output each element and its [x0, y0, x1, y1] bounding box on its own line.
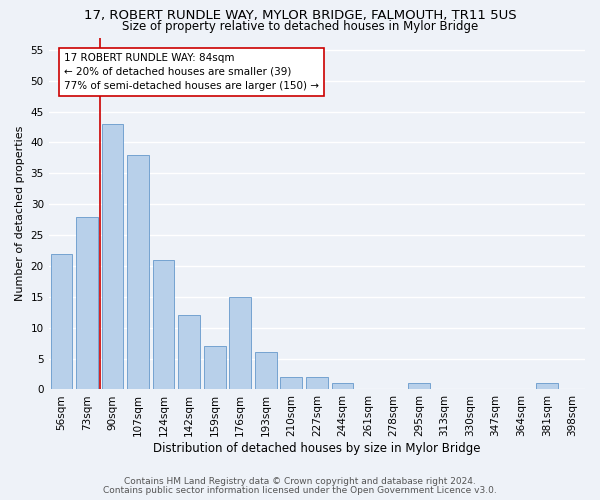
- Bar: [280, 377, 302, 390]
- Bar: [50, 254, 72, 390]
- Bar: [101, 124, 124, 390]
- Bar: [255, 352, 277, 390]
- Bar: [536, 384, 557, 390]
- Bar: [204, 346, 226, 390]
- X-axis label: Distribution of detached houses by size in Mylor Bridge: Distribution of detached houses by size …: [153, 442, 481, 455]
- Bar: [127, 155, 149, 390]
- Bar: [306, 377, 328, 390]
- Bar: [178, 316, 200, 390]
- Text: Contains public sector information licensed under the Open Government Licence v3: Contains public sector information licen…: [103, 486, 497, 495]
- Text: Size of property relative to detached houses in Mylor Bridge: Size of property relative to detached ho…: [122, 20, 478, 33]
- Y-axis label: Number of detached properties: Number of detached properties: [15, 126, 25, 301]
- Bar: [76, 216, 98, 390]
- Bar: [408, 384, 430, 390]
- Text: 17, ROBERT RUNDLE WAY, MYLOR BRIDGE, FALMOUTH, TR11 5US: 17, ROBERT RUNDLE WAY, MYLOR BRIDGE, FAL…: [83, 9, 517, 22]
- Text: Contains HM Land Registry data © Crown copyright and database right 2024.: Contains HM Land Registry data © Crown c…: [124, 478, 476, 486]
- Bar: [332, 384, 353, 390]
- Text: 17 ROBERT RUNDLE WAY: 84sqm
← 20% of detached houses are smaller (39)
77% of sem: 17 ROBERT RUNDLE WAY: 84sqm ← 20% of det…: [64, 53, 319, 91]
- Bar: [153, 260, 175, 390]
- Bar: [229, 297, 251, 390]
